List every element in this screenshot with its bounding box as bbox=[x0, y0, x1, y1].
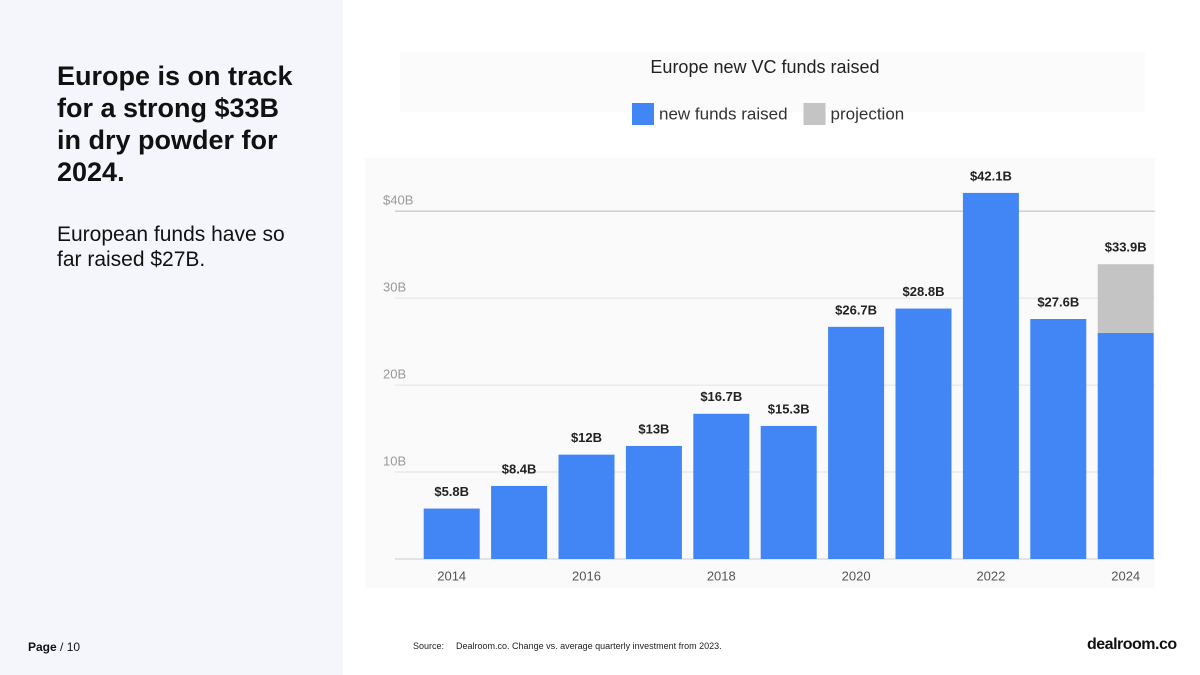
source: Source: Dealroom.co. Change vs. average q… bbox=[413, 641, 722, 651]
bar bbox=[423, 508, 480, 559]
data-label: $26.7B bbox=[835, 302, 877, 317]
data-label: $28.8B bbox=[903, 284, 945, 299]
page-total: / 10 bbox=[60, 640, 81, 654]
source-label: Source: bbox=[413, 641, 445, 651]
bar bbox=[1030, 319, 1087, 559]
y-tick-label: 10B bbox=[383, 453, 406, 468]
legend-swatch bbox=[803, 103, 826, 125]
legend-label: projection bbox=[831, 104, 905, 123]
bar bbox=[558, 454, 615, 559]
y-tick-label: 20B bbox=[383, 367, 406, 382]
y-tick-label: $40B bbox=[383, 193, 413, 208]
data-label: $16.7B bbox=[700, 389, 742, 404]
x-tick-label: 2014 bbox=[437, 568, 466, 583]
x-tick-label: 2022 bbox=[976, 568, 1005, 583]
bar bbox=[895, 308, 952, 559]
heading: Europe is on track for a strong $33B in … bbox=[57, 61, 293, 187]
data-label: $12B bbox=[571, 430, 602, 445]
x-tick-label: 2018 bbox=[707, 568, 736, 583]
title-panel bbox=[400, 52, 1145, 112]
legend-label: new funds raised bbox=[659, 104, 788, 123]
page-label: Page bbox=[28, 640, 57, 654]
chart-title: Europe new VC funds raised bbox=[650, 57, 879, 77]
total-label: $33.9B bbox=[1105, 240, 1147, 255]
bar bbox=[962, 192, 1019, 560]
bar bbox=[760, 425, 817, 559]
bar bbox=[1097, 264, 1154, 333]
source-text: Dealroom.co. Change vs. average quarterl… bbox=[456, 641, 722, 651]
y-tick-label: 30B bbox=[383, 280, 406, 295]
data-label: $42.1B bbox=[970, 168, 1012, 183]
logo: dealroom.co bbox=[1087, 636, 1177, 653]
legend-swatch bbox=[632, 103, 654, 125]
data-label: $5.8B bbox=[434, 484, 469, 499]
body-text: European funds have so far raised $27B. bbox=[57, 223, 285, 271]
x-tick-label: 2016 bbox=[572, 568, 601, 583]
bar bbox=[491, 485, 548, 559]
bar bbox=[1097, 332, 1154, 559]
data-label: $13B bbox=[638, 421, 669, 436]
side-panel bbox=[0, 0, 343, 675]
x-tick-label: 2024 bbox=[1111, 568, 1140, 583]
bar bbox=[693, 413, 750, 559]
page-number: Page / 10 bbox=[28, 640, 80, 654]
data-label: $27.6B bbox=[1037, 294, 1079, 309]
x-tick-label: 2020 bbox=[842, 568, 871, 583]
data-label: $15.3B bbox=[768, 401, 810, 416]
bar bbox=[828, 326, 885, 559]
data-label: $8.4B bbox=[502, 461, 537, 476]
bar bbox=[625, 445, 682, 559]
